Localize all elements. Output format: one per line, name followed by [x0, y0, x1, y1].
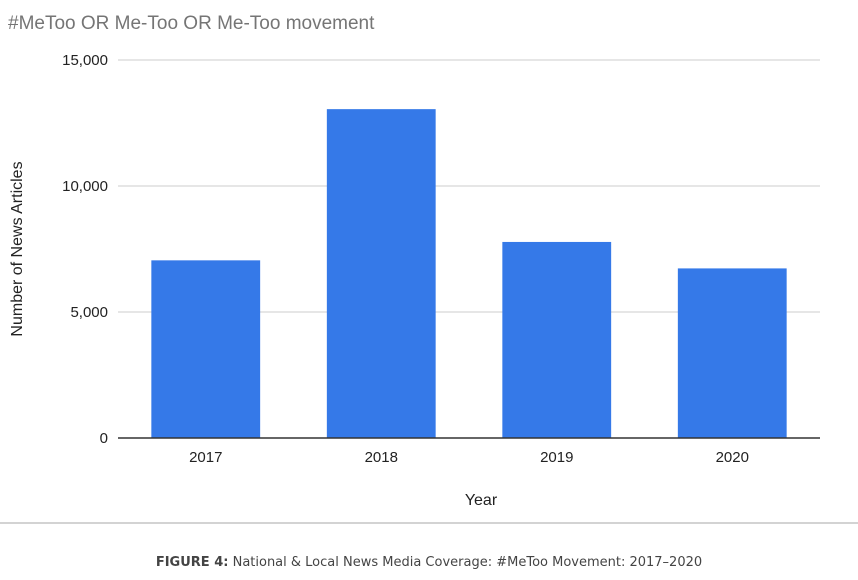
x-tick-label: 2020 — [716, 449, 749, 466]
y-tick-label: 0 — [100, 430, 108, 447]
x-axis-ticks: 2017 2018 2019 2020 — [189, 449, 749, 466]
bar-2019 — [502, 241, 612, 438]
y-axis-label: Number of News Articles — [9, 161, 26, 336]
x-axis-label: Year — [465, 492, 498, 509]
x-tick-label: 2019 — [540, 449, 573, 466]
bar-2018 — [326, 109, 436, 438]
caption-label: FIGURE 4: — [155, 555, 229, 570]
bars — [151, 109, 787, 438]
y-axis-ticks: 0 5,000 10,000 15,000 — [62, 52, 108, 447]
bar-2020 — [677, 268, 787, 438]
x-tick-label: 2017 — [189, 449, 222, 466]
figure-caption: FIGURE 4: National & Local News Media Co… — [0, 555, 858, 570]
bar-chart: #MeToo OR Me-Too OR Me-Too movement 0 5,0… — [8, 13, 820, 509]
x-tick-label: 2018 — [365, 449, 398, 466]
y-tick-label: 15,000 — [62, 52, 108, 69]
caption-text: National & Local News Media Coverage: #M… — [232, 555, 703, 570]
bar-2017 — [151, 260, 261, 438]
chart-title: #MeToo OR Me-Too OR Me-Too movement — [8, 13, 375, 34]
divider — [0, 522, 858, 524]
y-tick-label: 5,000 — [70, 304, 108, 321]
y-tick-label: 10,000 — [62, 178, 108, 195]
